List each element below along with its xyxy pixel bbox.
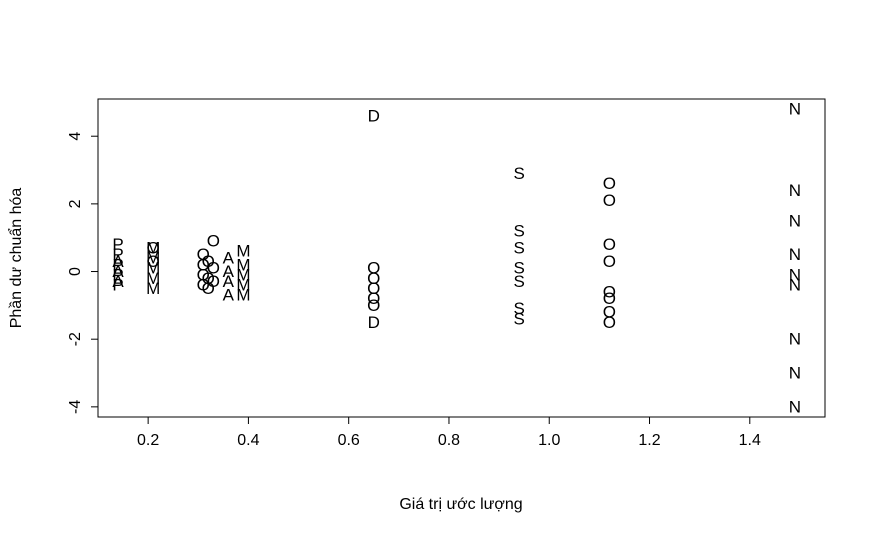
data-point: A <box>223 272 235 291</box>
data-point: O <box>367 289 380 308</box>
y-tick-label: 2 <box>67 199 84 208</box>
data-point: P <box>112 235 123 254</box>
data-point: A <box>112 262 124 281</box>
data-point: O <box>197 265 210 284</box>
data-point: N <box>789 265 801 284</box>
data-point: O <box>197 245 210 264</box>
data-point: O <box>367 296 380 315</box>
data-point: N <box>789 276 801 295</box>
y-tick-label: 0 <box>67 267 84 276</box>
data-point: D <box>368 106 380 125</box>
x-tick-label: 0.6 <box>338 432 360 449</box>
data-point: O <box>197 276 210 295</box>
data-point: O <box>207 259 220 278</box>
data-point: O <box>202 279 215 298</box>
data-point: P <box>112 265 123 284</box>
data-point: M <box>146 279 160 298</box>
data-point: S <box>513 221 524 240</box>
data-point: O <box>603 313 616 332</box>
x-tick-label: 1.4 <box>739 432 761 449</box>
data-point: A <box>223 286 235 305</box>
data-point: O <box>603 252 616 271</box>
data-point: O <box>367 259 380 278</box>
data-point: N <box>789 100 801 119</box>
data-point: O <box>603 191 616 210</box>
y-tick-label: -4 <box>67 400 84 414</box>
data-point: N <box>789 245 801 264</box>
y-tick-label: 4 <box>67 132 84 141</box>
data-point: N <box>789 211 801 230</box>
y-axis: -4 -2 0 2 4 <box>67 132 99 414</box>
data-point: M <box>146 269 160 288</box>
data-point: O <box>603 289 616 308</box>
data-point: O <box>147 238 160 257</box>
data-point: S <box>513 259 524 278</box>
data-point: N <box>789 181 801 200</box>
x-axis: 0.2 0.4 0.6 0.8 1.0 1.2 1.4 <box>137 416 761 449</box>
data-point: O <box>147 252 160 271</box>
data-point: A <box>112 252 124 271</box>
data-point: N <box>789 397 801 416</box>
data-point: O <box>197 255 210 274</box>
data-point: M <box>146 249 160 268</box>
data-point: O <box>603 282 616 301</box>
data-point: S <box>513 164 524 183</box>
x-tick-label: 0.2 <box>137 432 159 449</box>
data-point: A <box>223 262 235 281</box>
data-point: O <box>367 269 380 288</box>
data-point: N <box>789 330 801 349</box>
data-point: S <box>513 272 524 291</box>
x-tick-label: 1.2 <box>638 432 660 449</box>
data-point: M <box>236 255 250 274</box>
data-point: A <box>223 249 235 268</box>
data-point: O <box>603 303 616 322</box>
data-point: S <box>513 238 524 257</box>
data-point: N <box>789 364 801 383</box>
data-point: P <box>112 255 123 274</box>
data-point: D <box>368 313 380 332</box>
data-point: M <box>146 259 160 278</box>
data-point: M <box>236 242 250 261</box>
data-point: S <box>513 299 524 318</box>
data-point: O <box>207 232 220 251</box>
data-point: A <box>112 272 124 291</box>
x-tick-label: 1.0 <box>538 432 560 449</box>
data-point: O <box>603 235 616 254</box>
data-point: O <box>207 272 220 291</box>
x-tick-label: 0.8 <box>438 432 460 449</box>
data-point: P <box>112 276 123 295</box>
x-axis-label: Giá trị ước lượng <box>399 496 522 513</box>
y-axis-label: Phần dư chuẩn hóa <box>7 188 25 329</box>
y-tick-label: -2 <box>67 332 84 346</box>
data-point: M <box>146 238 160 257</box>
data-point: P <box>112 245 123 264</box>
x-tick-label: 0.4 <box>237 432 259 449</box>
data-point: O <box>202 252 215 271</box>
data-point: O <box>603 174 616 193</box>
data-point: M <box>236 286 250 305</box>
data-point: S <box>513 309 524 328</box>
data-point: O <box>202 269 215 288</box>
data-point: M <box>236 265 250 284</box>
data-point: O <box>367 279 380 298</box>
data-point: M <box>236 276 250 295</box>
